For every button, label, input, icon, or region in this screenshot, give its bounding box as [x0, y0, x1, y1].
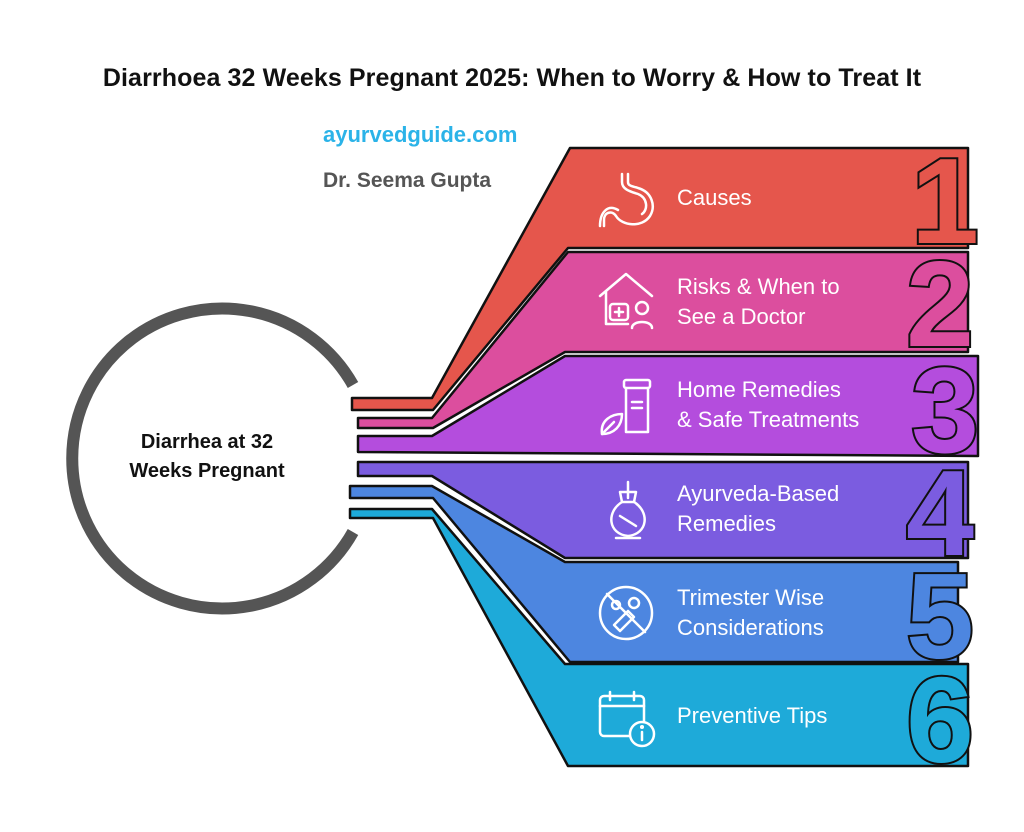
item-1-line1: Causes: [677, 185, 752, 210]
center-label: Diarrhea at 32 Weeks Pregnant: [95, 428, 319, 486]
calendar-info-icon: [598, 690, 656, 748]
item-6-line1: Preventive Tips: [677, 703, 828, 728]
stomach-icon: [598, 172, 654, 228]
item-label-1: Causes: [677, 183, 907, 213]
number-5: 5: [906, 548, 974, 684]
number-6: 6: [906, 652, 974, 788]
center-label-line2: Weeks Pregnant: [129, 460, 285, 482]
band-2: [356, 250, 970, 430]
author-label: Dr. Seema Gupta: [323, 169, 492, 192]
number-1: 1: [911, 133, 979, 269]
item-4-line1: Ayurveda-Based: [677, 481, 840, 506]
band-5: [348, 484, 960, 664]
item-5-line2: Considerations: [677, 615, 824, 640]
item-label-2: Risks & When to See a Doctor: [677, 272, 907, 332]
number-2: 2: [906, 236, 974, 372]
band-4: [356, 460, 970, 560]
item-5-line1: Trimester Wise: [677, 585, 825, 610]
no-food-icon: [598, 585, 654, 641]
item-label-5: Trimester Wise Considerations: [677, 583, 907, 643]
item-2-line1: Risks & When to: [677, 274, 840, 299]
number-4: 4: [906, 445, 974, 581]
medicine-jar-leaf-icon: [600, 378, 652, 436]
herbal-bundle-icon: [610, 480, 646, 540]
website-label: ayurvedguide.com: [323, 122, 518, 147]
clinic-doctor-icon: [598, 272, 654, 330]
item-label-4: Ayurveda-Based Remedies: [677, 479, 907, 539]
number-3: 3: [911, 342, 979, 478]
item-label-3: Home Remedies & Safe Treatments: [677, 375, 907, 435]
item-3-line2: & Safe Treatments: [677, 407, 860, 432]
page-title: Diarrhoea 32 Weeks Pregnant 2025: When t…: [102, 64, 922, 92]
item-label-6: Preventive Tips: [677, 701, 907, 731]
item-4-line2: Remedies: [677, 511, 777, 536]
center-label-line1: Diarrhea at 32: [140, 431, 274, 453]
item-2-line2: See a Doctor: [677, 304, 806, 329]
band-3: [356, 354, 980, 458]
band-1: [350, 146, 970, 412]
item-3-line1: Home Remedies: [677, 377, 841, 402]
band-6: [348, 507, 970, 768]
center-ring: [66, 302, 359, 615]
